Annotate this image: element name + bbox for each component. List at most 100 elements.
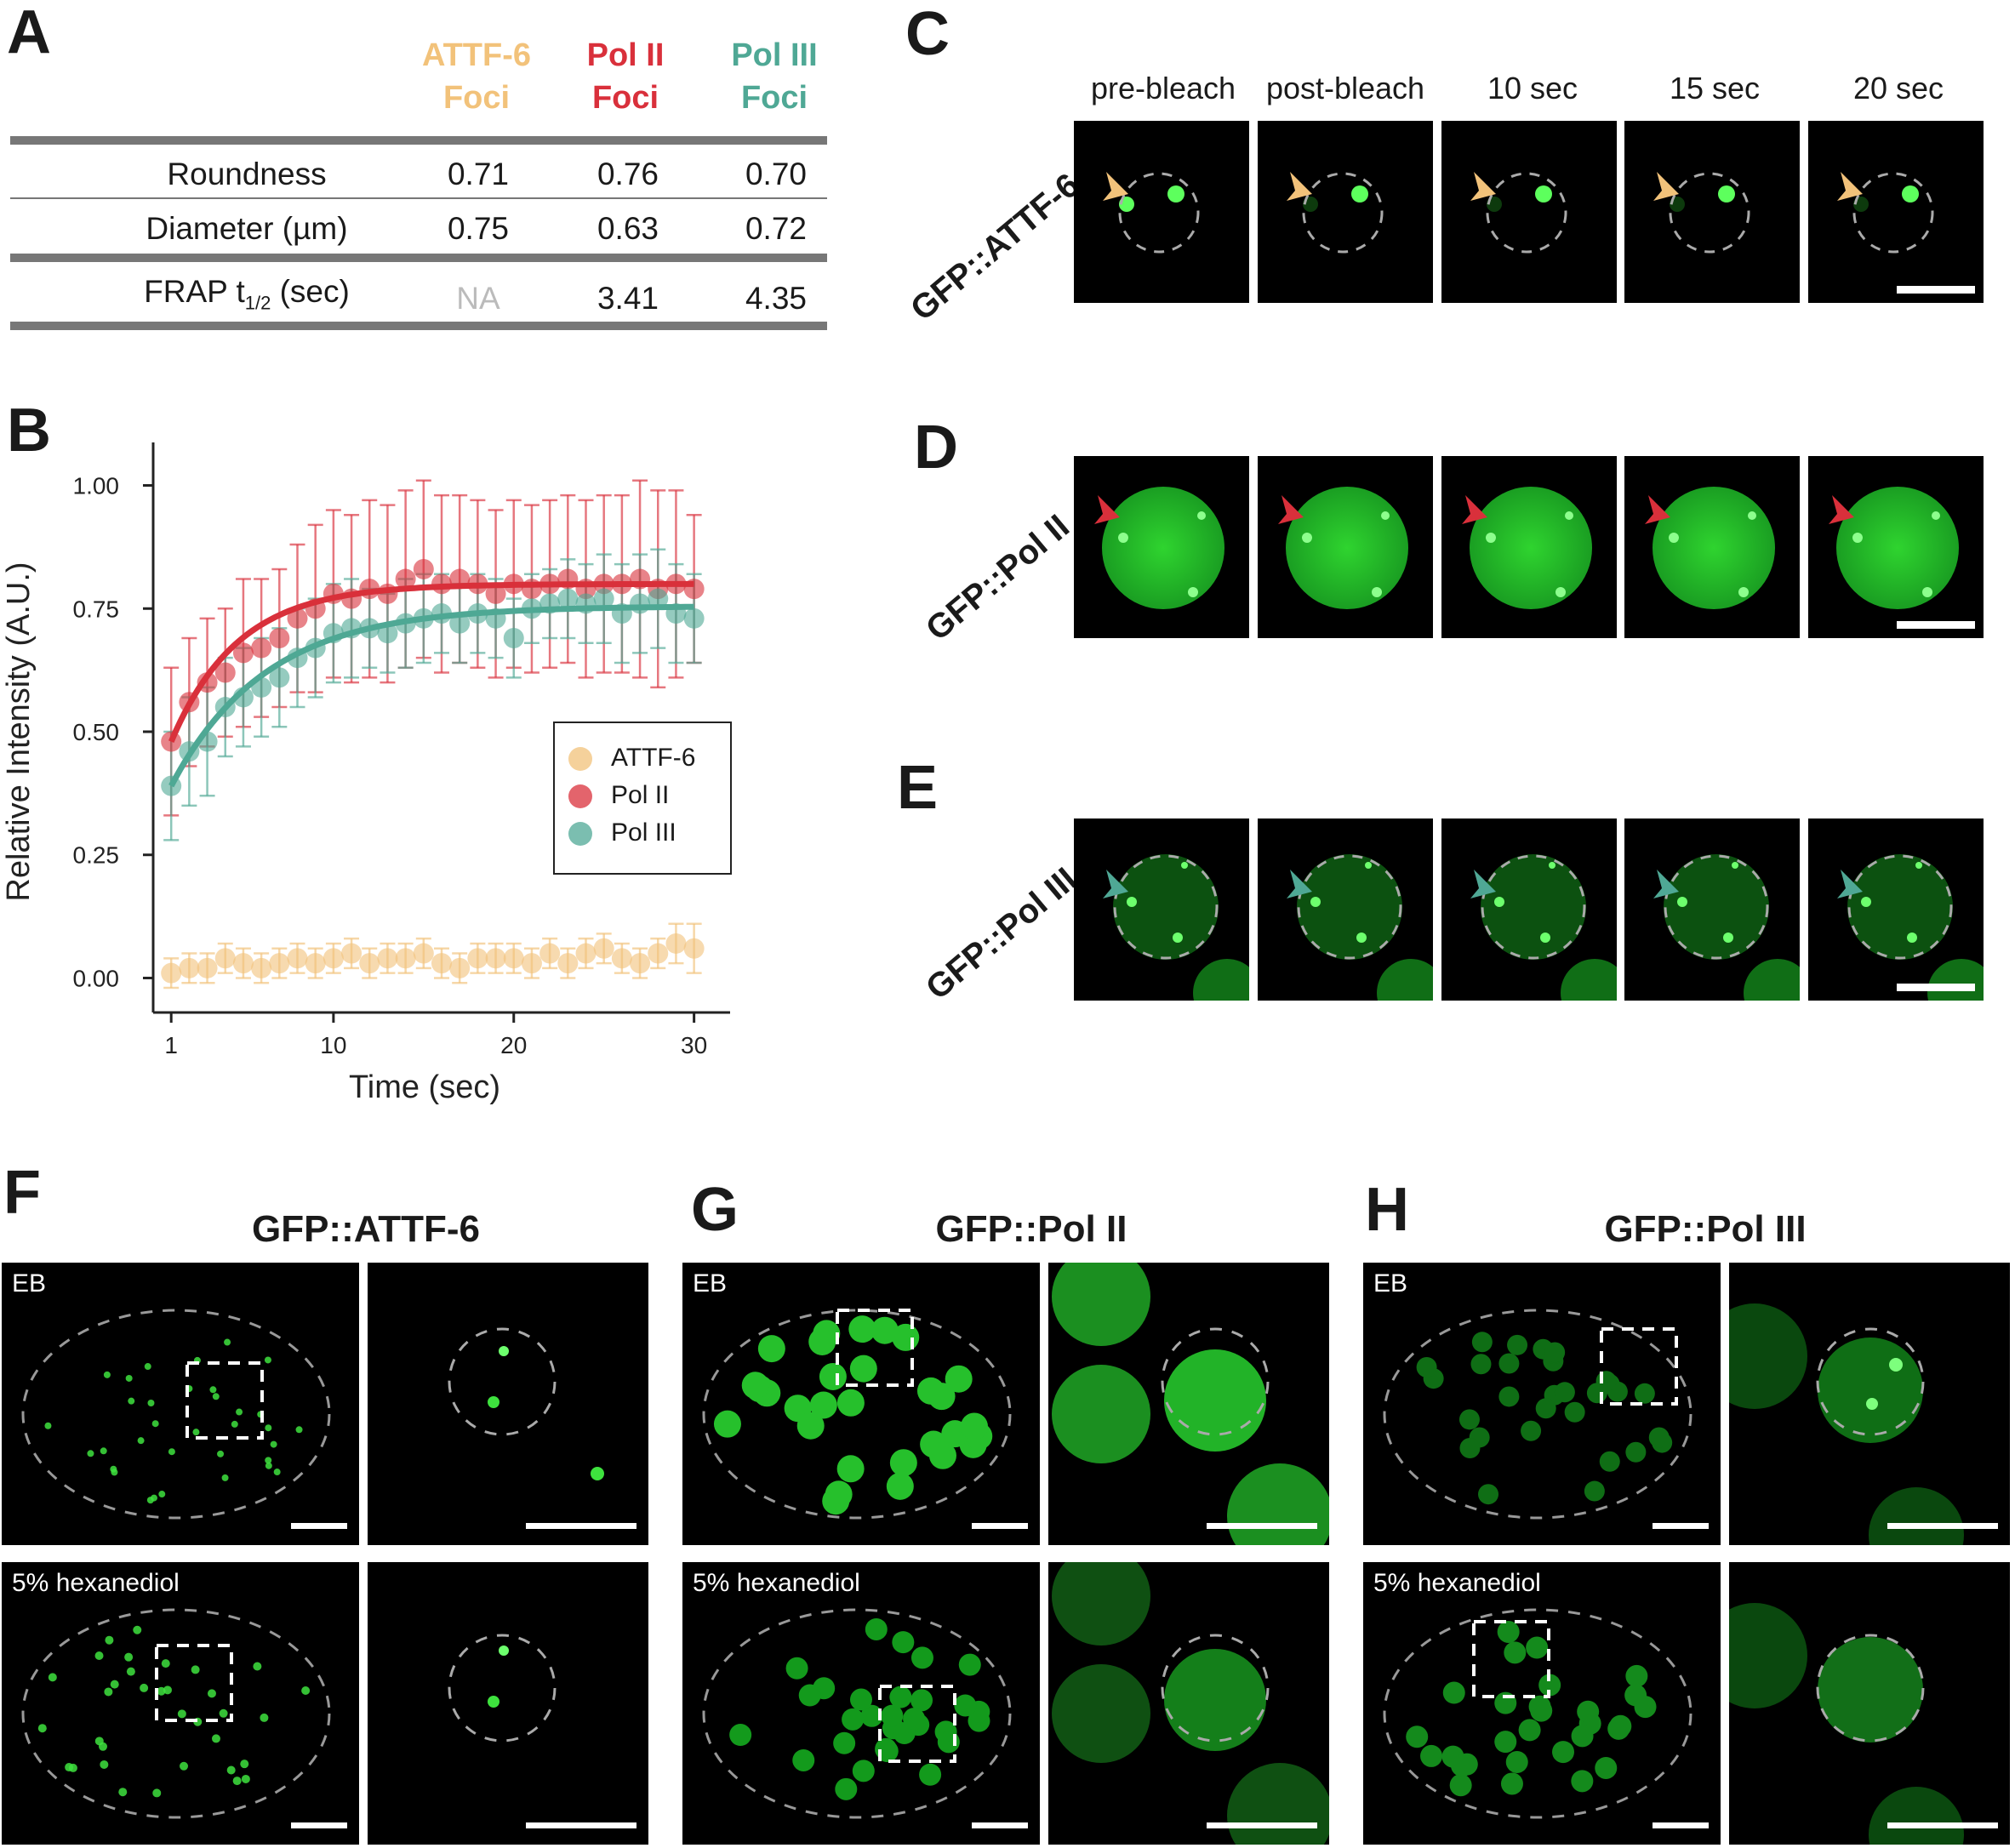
row-title-poliii: GFP::Pol III bbox=[919, 860, 1084, 1007]
data-point bbox=[630, 593, 651, 614]
data-point bbox=[251, 957, 272, 978]
micrograph bbox=[1287, 172, 1384, 254]
table-top-rule bbox=[10, 136, 827, 145]
timepoint-label-2: 10 sec bbox=[1487, 71, 1578, 106]
focus bbox=[221, 1474, 229, 1481]
focus bbox=[1866, 1398, 1878, 1410]
embryo-tile-polii-hexanediol: 5% hexanediol bbox=[682, 1562, 1040, 1845]
nucleus bbox=[892, 1631, 915, 1654]
nucleus bbox=[1102, 487, 1224, 609]
focus bbox=[273, 1469, 281, 1476]
x-tick-label: 30 bbox=[681, 1032, 707, 1058]
nucleus bbox=[1818, 1637, 1923, 1742]
nucleus bbox=[1504, 1641, 1527, 1664]
nucleus bbox=[1564, 1401, 1585, 1423]
nucleus bbox=[757, 1335, 785, 1363]
neighbor-nucleus bbox=[1927, 959, 1984, 1001]
nucleus bbox=[889, 1449, 917, 1477]
nucleus bbox=[842, 1708, 865, 1731]
scale-bar bbox=[291, 1523, 347, 1529]
header-line1: Pol II bbox=[586, 37, 665, 73]
y-tick-label: 0.00 bbox=[73, 965, 120, 991]
table-mid-rule bbox=[10, 197, 827, 199]
frap-tile-polii-2 bbox=[1441, 456, 1617, 638]
data-point bbox=[413, 943, 434, 964]
micrograph bbox=[21, 1608, 331, 1819]
focus bbox=[1669, 533, 1679, 543]
data-point bbox=[395, 948, 416, 969]
cell-roundness-attf6: 0.71 bbox=[447, 157, 509, 191]
nucleus-outline bbox=[448, 1327, 557, 1436]
data-point bbox=[467, 573, 488, 595]
focus bbox=[1718, 185, 1735, 202]
micrograph bbox=[1653, 172, 1750, 254]
data-point bbox=[359, 618, 380, 639]
nucleus bbox=[822, 1487, 850, 1515]
focus bbox=[1889, 1358, 1903, 1372]
embryo-outline bbox=[702, 1309, 1012, 1520]
micrograph bbox=[702, 1309, 1012, 1520]
nucleus bbox=[1481, 854, 1586, 960]
focus bbox=[499, 1346, 509, 1356]
data-point bbox=[359, 579, 380, 600]
focus bbox=[1902, 185, 1919, 202]
frap-label-main: FRAP t bbox=[144, 274, 245, 309]
arrowhead-icon bbox=[1287, 172, 1312, 201]
data-point bbox=[251, 676, 272, 698]
arrowhead-icon bbox=[1837, 870, 1863, 898]
frap-tile-polii-0 bbox=[1074, 456, 1249, 638]
focus bbox=[1723, 933, 1733, 943]
focus bbox=[1922, 587, 1932, 597]
focus bbox=[231, 1420, 238, 1428]
focus bbox=[217, 1450, 225, 1457]
focus bbox=[591, 1467, 604, 1480]
data-point bbox=[683, 579, 705, 600]
nucleus-outline bbox=[1297, 854, 1402, 960]
focus bbox=[1907, 933, 1917, 943]
cell-roundness-polii: 0.76 bbox=[597, 157, 659, 191]
data-point bbox=[575, 579, 597, 600]
embryo-outline bbox=[702, 1608, 1012, 1819]
nucleus-outline bbox=[1669, 172, 1750, 254]
nucleus bbox=[1818, 1338, 1923, 1443]
scale-bar bbox=[972, 1523, 1028, 1529]
nucleus bbox=[876, 1740, 899, 1763]
focus bbox=[100, 1760, 109, 1769]
nucleus bbox=[886, 1472, 914, 1500]
nucleus bbox=[1586, 1383, 1607, 1404]
frap-tile-attf6-3 bbox=[1624, 121, 1800, 303]
focus bbox=[1748, 511, 1756, 520]
row-title-polii: GFP::Pol II bbox=[919, 507, 1076, 648]
nucleus bbox=[1869, 1787, 1964, 1845]
data-point bbox=[431, 603, 452, 625]
micrograph bbox=[1837, 854, 1984, 1001]
data-point bbox=[413, 607, 434, 629]
nucleus bbox=[1164, 1649, 1266, 1751]
focus bbox=[499, 1646, 509, 1656]
focus bbox=[1549, 862, 1555, 869]
nucleus bbox=[836, 1455, 865, 1483]
nucleus-outline bbox=[1816, 1634, 1925, 1742]
focus bbox=[147, 1400, 155, 1407]
zoom-region-box bbox=[1472, 1620, 1550, 1698]
data-point bbox=[179, 741, 200, 762]
nucleus bbox=[1507, 1334, 1528, 1355]
data-point bbox=[485, 607, 506, 629]
focus bbox=[295, 1426, 303, 1434]
nucleus bbox=[796, 1412, 825, 1440]
nucleus bbox=[1498, 1353, 1520, 1374]
nucleus-outline bbox=[1481, 854, 1586, 960]
x-tick-label: 20 bbox=[500, 1032, 527, 1058]
scale-bar bbox=[1897, 984, 1975, 991]
nucleus bbox=[1634, 1696, 1657, 1719]
header-line2: Foci bbox=[442, 80, 511, 116]
focus bbox=[1181, 862, 1188, 869]
cell-frap-attf6: NA bbox=[456, 281, 500, 316]
nucleus bbox=[1625, 1441, 1647, 1463]
focus bbox=[1310, 897, 1321, 907]
focus bbox=[232, 1777, 242, 1786]
data-point bbox=[485, 583, 506, 604]
nucleus bbox=[928, 1383, 956, 1411]
focus bbox=[87, 1450, 94, 1457]
nucleus bbox=[852, 1760, 875, 1782]
